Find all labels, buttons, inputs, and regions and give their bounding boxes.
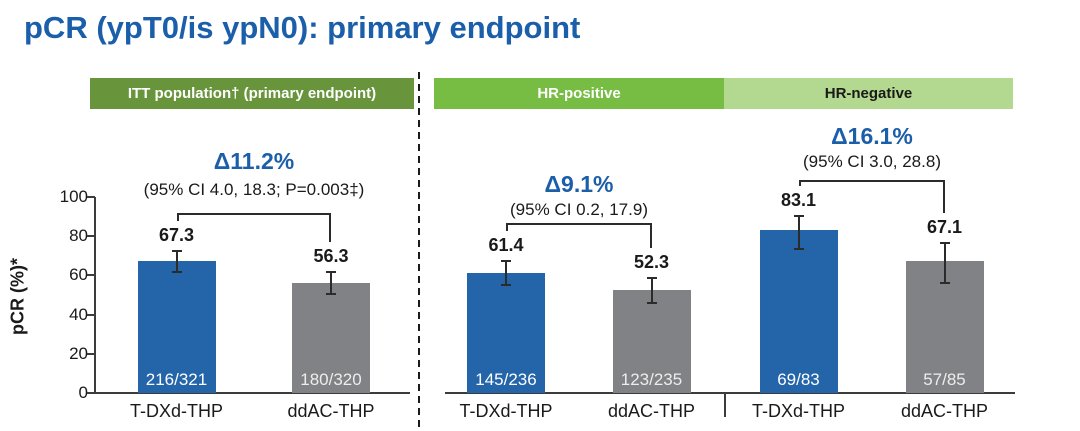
page-title: pCR (ypT0/is ypN0): primary endpoint <box>24 10 581 45</box>
x-axis-arm-label: T-DXd-THP <box>751 401 845 421</box>
error-bar <box>175 251 178 272</box>
error-bar-cap-bottom <box>326 292 336 295</box>
bar-count-label: 123/235 <box>620 369 683 389</box>
bracket-left-vertical <box>176 213 179 222</box>
error-bar-cap-top <box>171 250 182 253</box>
bar-count-label: 145/236 <box>475 369 537 389</box>
y-tick-mark <box>87 352 95 355</box>
subgroup-divider-tick <box>724 393 726 417</box>
bar-t-dxd-thp: 145/236 <box>467 272 545 393</box>
bar-value-label: 67.3 <box>158 225 195 246</box>
error-bar-cap-bottom <box>171 270 182 273</box>
delta-label-itt: Δ11.2% <box>213 148 295 174</box>
bar-count-label: 216/321 <box>145 369 208 389</box>
error-bar-cap-top <box>646 276 657 279</box>
ci-label-itt: (95% CI 4.0, 18.3; P=0.003‡) <box>143 180 365 199</box>
x-axis-line-left <box>94 392 410 394</box>
x-axis-arm-label: ddAC-THP <box>287 401 375 421</box>
error-bar <box>943 242 946 284</box>
x-axis-arm-label: ddAC-THP <box>900 401 989 421</box>
dashed-divider <box>418 72 420 430</box>
error-bar-cap-top <box>501 259 511 262</box>
bar-count-label: 180/320 <box>300 369 362 389</box>
ci-label-hr-positive: (95% CI 0.2, 17.9) <box>510 200 648 219</box>
bar-value-label: 67.1 <box>926 216 963 237</box>
error-bar-cap-top <box>793 214 804 217</box>
group-header-itt: ITT population† (primary endpoint) <box>90 78 414 109</box>
bar-value-label: 52.3 <box>633 251 670 272</box>
error-bar <box>797 215 800 250</box>
bar-t-dxd-thp: 69/83 <box>759 230 838 393</box>
bracket-left-vertical <box>506 223 508 231</box>
bracket-right-vertical <box>649 223 652 248</box>
bar-ddac-thp: 123/235 <box>612 290 691 393</box>
group-header-hr-positive: HR-positive <box>434 78 724 109</box>
bracket-right-vertical <box>942 180 945 213</box>
y-tick-label: 40 <box>69 304 88 324</box>
y-tick-label: 20 <box>69 343 88 363</box>
error-bar <box>505 260 507 286</box>
bar-value-label: 56.3 <box>313 245 349 266</box>
bar-count-label: 69/83 <box>777 369 820 389</box>
error-bar <box>650 277 653 304</box>
y-tick-mark <box>87 274 95 277</box>
y-tick-mark <box>87 313 95 316</box>
x-axis-arm-label: ddAC-THP <box>607 401 696 421</box>
bar-t-dxd-thp: 216/321 <box>137 261 216 393</box>
y-tick-label: 60 <box>69 265 88 285</box>
y-axis-line <box>94 197 96 393</box>
bar-count-label: 57/85 <box>923 369 966 389</box>
y-tick-label: 0 <box>78 383 88 402</box>
y-tick-mark <box>87 235 95 238</box>
x-axis-arm-label: T-DXd-THP <box>459 401 553 421</box>
delta-label-hr-negative: Δ16.1% <box>831 123 913 149</box>
delta-label-hr-positive: Δ9.1% <box>544 171 614 197</box>
bar-value-label: 83.1 <box>780 189 817 210</box>
bracket-horizontal <box>506 223 652 225</box>
error-bar-cap-top <box>326 270 336 273</box>
bar-value-label: 61.4 <box>488 234 524 255</box>
error-bar-cap-top <box>939 241 950 244</box>
x-axis-line-right <box>445 392 1015 394</box>
y-tick-mark <box>87 196 95 198</box>
y-tick-mark <box>87 392 95 394</box>
bar-ddac-thp: 180/320 <box>292 282 370 393</box>
y-tick-label: 100 <box>59 187 88 206</box>
bracket-horizontal <box>176 213 331 215</box>
group-header-hr-negative: HR-negative <box>724 78 1013 109</box>
bracket-horizontal <box>798 180 945 182</box>
x-axis-arm-label: T-DXd-THP <box>129 401 223 421</box>
y-axis-label: pCR (%)* <box>7 258 28 335</box>
bracket-right-vertical <box>329 213 331 242</box>
bracket-left-vertical <box>798 180 801 186</box>
error-bar-cap-bottom <box>793 248 804 251</box>
error-bar <box>330 271 332 294</box>
y-tick-label: 80 <box>69 226 88 246</box>
error-bar-cap-bottom <box>501 284 511 287</box>
ci-label-hr-negative: (95% CI 3.0, 28.8) <box>803 152 941 171</box>
error-bar-cap-bottom <box>939 282 950 285</box>
error-bar-cap-bottom <box>646 302 657 305</box>
